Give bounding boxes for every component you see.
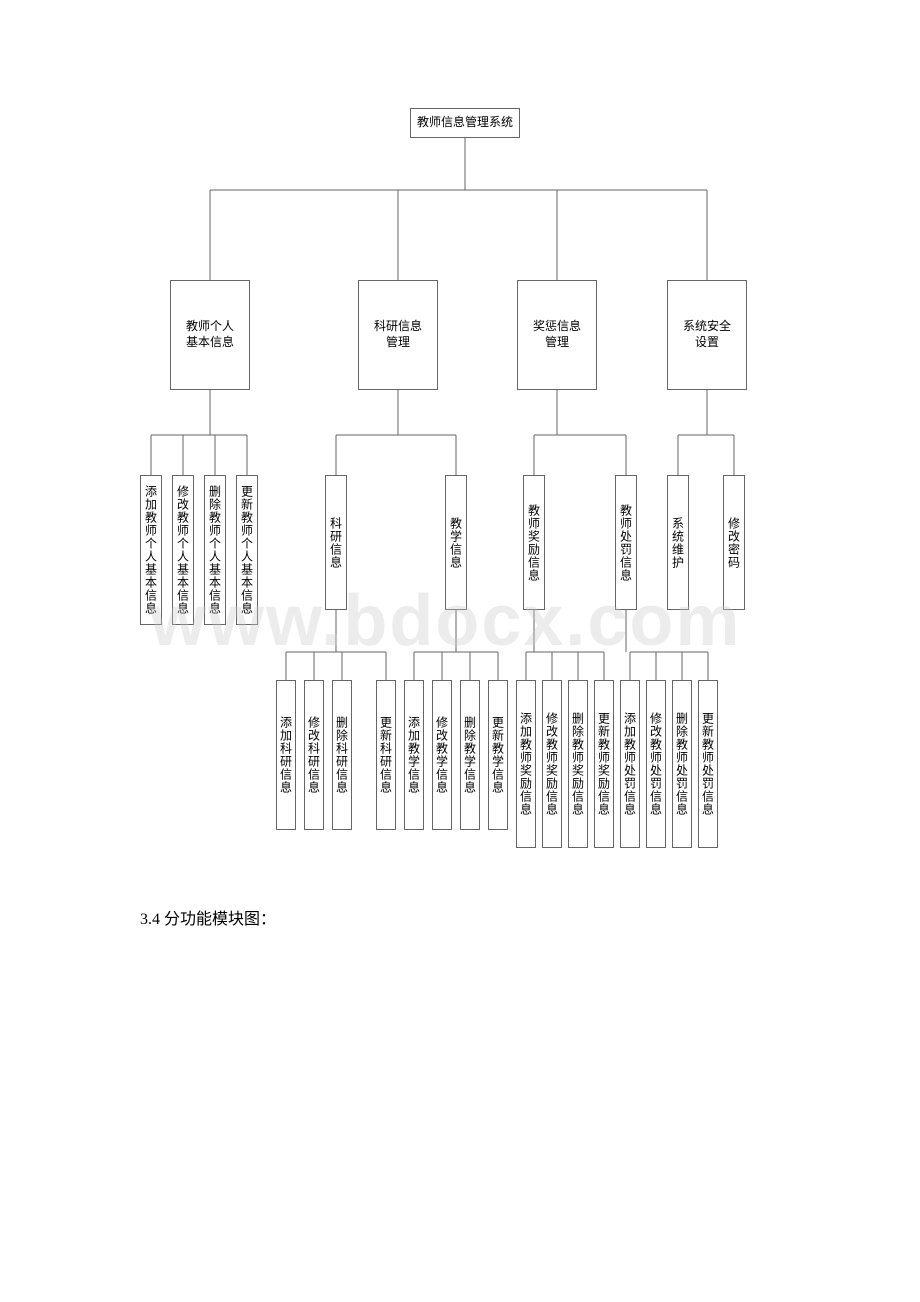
tree-node: 修改教师处罚信息 bbox=[646, 680, 666, 848]
tree-node: 科研信息管理 bbox=[358, 280, 438, 390]
tree-node: 教师个人基本信息 bbox=[170, 280, 250, 390]
tree-node: 修改教师奖励信息 bbox=[542, 680, 562, 848]
tree-node: 奖惩信息管理 bbox=[517, 280, 597, 390]
tree-node: 添加教学信息 bbox=[404, 680, 424, 830]
tree-node: 删除教师奖励信息 bbox=[568, 680, 588, 848]
tree-node: 添加科研信息 bbox=[276, 680, 296, 830]
tree-node: 教师奖励信息 bbox=[523, 475, 545, 610]
tree-node: 修改教师个人基本信息 bbox=[172, 475, 194, 625]
tree-node: 教师处罚信息 bbox=[615, 475, 637, 610]
tree-node: 更新科研信息 bbox=[376, 680, 396, 830]
tree-node: 系统安全设置 bbox=[667, 280, 747, 390]
root-node: 教师信息管理系统 bbox=[410, 108, 520, 138]
tree-node: 更新教师处罚信息 bbox=[698, 680, 718, 848]
tree-node: 删除科研信息 bbox=[332, 680, 352, 830]
tree-node: 修改科研信息 bbox=[304, 680, 324, 830]
tree-node: 添加教师处罚信息 bbox=[620, 680, 640, 848]
tree-node: 删除教师个人基本信息 bbox=[204, 475, 226, 625]
tree-node: 更新教师奖励信息 bbox=[594, 680, 614, 848]
tree-node: 删除教学信息 bbox=[460, 680, 480, 830]
tree-node: 添加教师个人基本信息 bbox=[140, 475, 162, 625]
tree-node: 更新教学信息 bbox=[488, 680, 508, 830]
tree-diagram: 教师信息管理系统 教师个人基本信息 科研信息管理奖惩信息管理系统安全设置添加教师个… bbox=[110, 100, 810, 870]
tree-node: 修改教学信息 bbox=[432, 680, 452, 830]
tree-node: 科研信息 bbox=[325, 475, 347, 610]
tree-node: 添加教师奖励信息 bbox=[516, 680, 536, 848]
tree-node: 教学信息 bbox=[445, 475, 467, 610]
tree-node: 修改密码 bbox=[723, 475, 745, 610]
caption-text: 3.4 分功能模块图： bbox=[140, 905, 276, 929]
tree-node: 删除教师处罚信息 bbox=[672, 680, 692, 848]
tree-node: 系统维护 bbox=[667, 475, 689, 610]
tree-node: 更新教师个人基本信息 bbox=[236, 475, 258, 625]
